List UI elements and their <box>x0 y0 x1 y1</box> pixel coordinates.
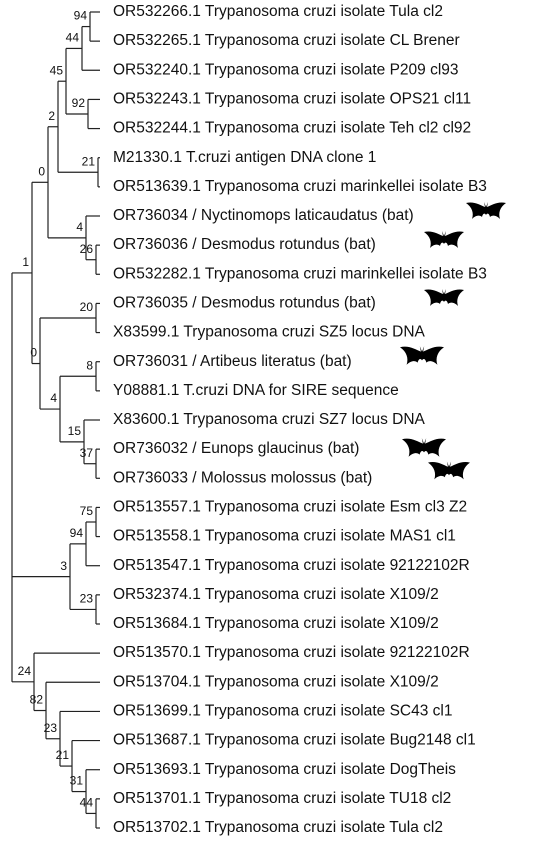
leaf-label: OR736035 / Desmodus rotundus (bat) <box>113 295 376 312</box>
leaf-label: OR513704.1 Trypanosoma cruzi isolate X10… <box>113 673 439 690</box>
bat-icon <box>428 461 470 480</box>
bootstrap-value: 20 <box>80 300 94 314</box>
leaf-label: OR532374.1 Trypanosoma cruzi isolate X10… <box>113 586 439 603</box>
leaf-label: OR513684.1 Trypanosoma cruzi isolate X10… <box>113 615 439 632</box>
leaf-label: OR513687.1 Trypanosoma cruzi isolate Bug… <box>113 732 476 749</box>
bat-icon <box>424 231 464 248</box>
leaf-label: OR513702.1 Trypanosoma cruzi isolate Tul… <box>113 819 443 836</box>
bootstrap-value: 4 <box>50 391 57 405</box>
bootstrap-value: 44 <box>66 31 80 45</box>
leaf-label: OR736032 / Eunops glaucinus (bat) <box>113 440 359 457</box>
bootstrap-value: 21 <box>82 154 96 168</box>
leaf-label: X83599.1 Trypanosoma cruzi SZ5 locus DNA <box>113 324 426 341</box>
leaf-label: OR513570.1 Trypanosoma cruzi isolate 921… <box>113 644 470 661</box>
leaf-label: OR736036 / Desmodus rotundus (bat) <box>113 236 376 253</box>
leaf-label: OR532243.1 Trypanosoma cruzi isolate OPS… <box>113 91 471 108</box>
leaf-label: OR513639.1 Trypanosoma cruzi marinkellei… <box>113 178 487 195</box>
leaf-label: OR513701.1 Trypanosoma cruzi isolate TU1… <box>113 790 451 807</box>
leaf-label: OR736034 / Nyctinomops laticaudatus (bat… <box>113 207 414 224</box>
bootstrap-value: 92 <box>72 96 86 110</box>
leaf-label: OR532266.1 Trypanosoma cruzi isolate Tul… <box>113 3 443 20</box>
leaf-label: OR513699.1 Trypanosoma cruzi isolate SC4… <box>113 703 452 720</box>
leaf-label: X83600.1 Trypanosoma cruzi SZ7 locus DNA <box>113 411 426 428</box>
bat-icon <box>402 438 446 457</box>
bootstrap-value: 37 <box>80 446 94 460</box>
leaf-label: OR532244.1 Trypanosoma cruzi isolate Teh… <box>113 120 471 137</box>
bootstrap-value: 23 <box>80 592 94 606</box>
bootstrap-value: 15 <box>68 424 82 438</box>
bootstrap-value: 45 <box>50 63 64 77</box>
bootstrap-value: 3 <box>60 559 67 573</box>
bootstrap-value: 75 <box>80 504 94 518</box>
leaf-label: OR736033 / Molossus molossus (bat) <box>113 469 372 486</box>
leaf-label: OR532282.1 Trypanosoma cruzi marinkellei… <box>113 265 487 282</box>
bootstrap-value: 2 <box>48 109 55 123</box>
leaf-label: OR736031 / Artibeus literatus (bat) <box>113 353 352 370</box>
leaf-label: OR513557.1 Trypanosoma cruzi isolate Esm… <box>113 499 467 516</box>
leaf-label: OR513547.1 Trypanosoma cruzi isolate 921… <box>113 557 470 574</box>
bootstrap-value: 24 <box>18 664 32 678</box>
leaf-label: OR513558.1 Trypanosoma cruzi isolate MAS… <box>113 528 456 545</box>
bootstrap-value: 21 <box>56 748 70 762</box>
leaf-label: OR513693.1 Trypanosoma cruzi isolate Dog… <box>113 761 456 778</box>
leaf-label: Y08881.1 T.cruzi DNA for SIRE sequence <box>113 382 399 399</box>
bootstrap-value: 82 <box>30 693 44 707</box>
bootstrap-value: 94 <box>74 9 88 23</box>
leaf-label: M21330.1 T.cruzi antigen DNA clone 1 <box>113 149 376 166</box>
bat-icon <box>466 202 506 219</box>
bootstrap-value: 8 <box>86 358 93 372</box>
bootstrap-value: 0 <box>30 346 37 360</box>
bootstrap-value: 94 <box>70 526 84 540</box>
bootstrap-value: 31 <box>70 774 84 788</box>
bootstrap-value: 0 <box>38 164 45 178</box>
bootstrap-value: 23 <box>44 721 58 735</box>
bat-icon <box>424 289 464 306</box>
leaf-label: OR532240.1 Trypanosoma cruzi isolate P20… <box>113 61 459 78</box>
leaf-label: OR532265.1 Trypanosoma cruzi isolate CL … <box>113 32 460 49</box>
bootstrap-value: 4 <box>76 220 83 234</box>
bootstrap-value: 1 <box>22 255 29 269</box>
bat-icon <box>400 346 444 365</box>
